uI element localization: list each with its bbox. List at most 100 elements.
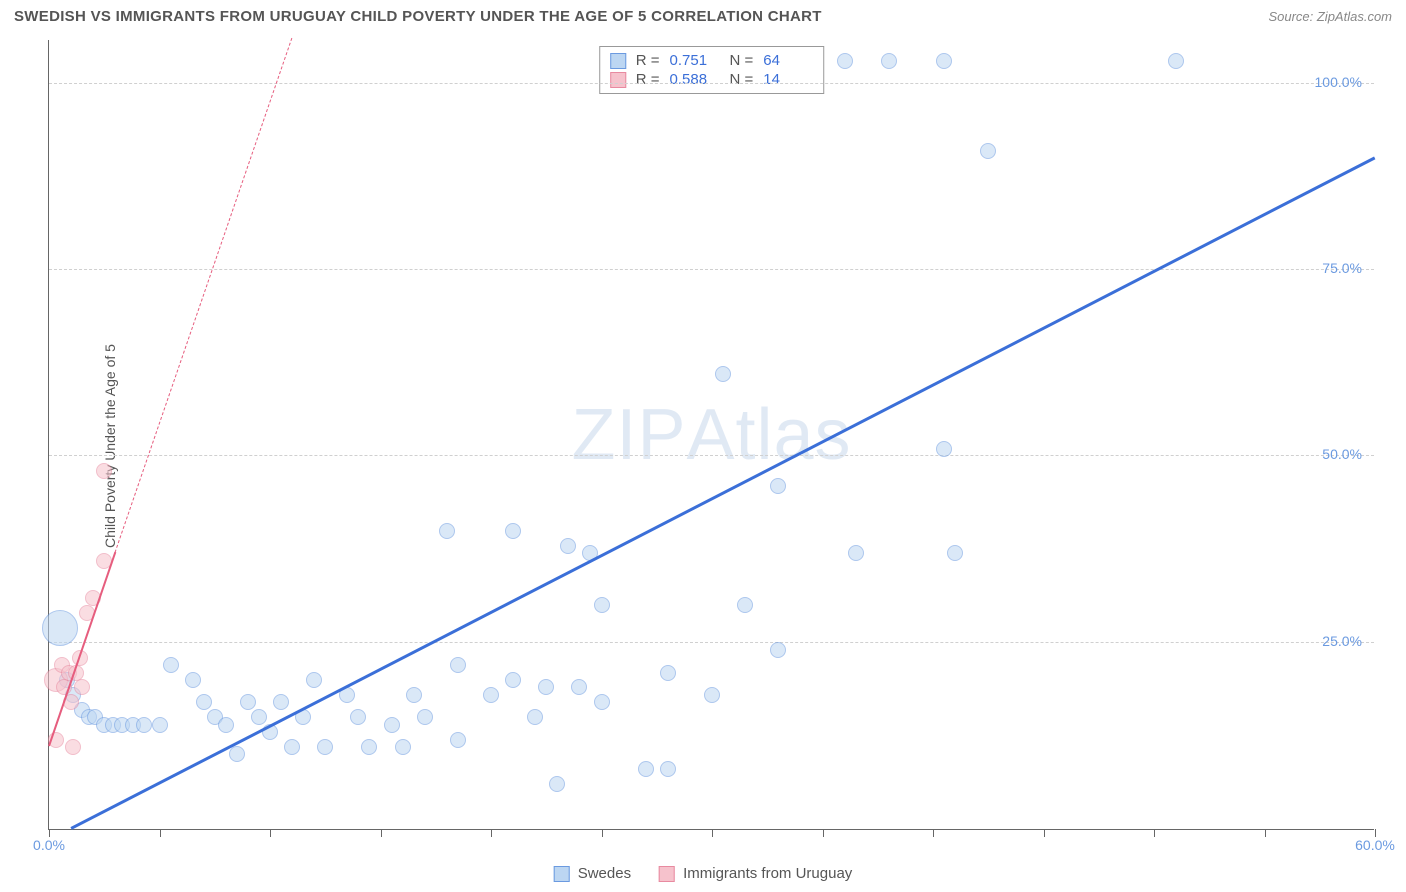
trendline-extrapolated [115, 38, 293, 553]
swedes-point [947, 545, 963, 561]
legend-label: Swedes [578, 865, 631, 882]
trendline [48, 552, 116, 746]
gridline [49, 269, 1374, 270]
swedes-point [96, 717, 112, 733]
swedes-point [306, 672, 322, 688]
x-tick [712, 829, 713, 837]
swedes-point [59, 672, 75, 688]
swedes-point [295, 709, 311, 725]
swedes-point [125, 717, 141, 733]
series-legend: Swedes Immigrants from Uruguay [554, 865, 853, 882]
swedes-point [417, 709, 433, 725]
x-tick-label: 0.0% [33, 837, 65, 853]
stat-r-value: 0.751 [670, 52, 720, 69]
legend-label: Immigrants from Uruguay [683, 865, 852, 882]
y-tick-label: 25.0% [1322, 633, 1362, 649]
stat-n-label: N = [730, 71, 754, 88]
swedes-point [229, 746, 245, 762]
legend-swatch [554, 866, 570, 882]
swedes-point [42, 610, 78, 646]
swedes-point [361, 739, 377, 755]
watermark: ZIPAtlas [571, 394, 851, 476]
swedes-point [483, 687, 499, 703]
swedes-point [660, 761, 676, 777]
legend-item: Swedes [554, 865, 631, 882]
x-tick [823, 829, 824, 837]
swedes-point [505, 523, 521, 539]
x-tick [602, 829, 603, 837]
x-tick [160, 829, 161, 837]
swedes-point [1168, 53, 1184, 69]
swedes-point [273, 694, 289, 710]
swedes-point [105, 717, 121, 733]
gridline [49, 642, 1374, 643]
legend-item: Immigrants from Uruguay [659, 865, 852, 882]
swedes-point [240, 694, 256, 710]
stat-r-label: R = [636, 52, 660, 69]
stat-n-value: 14 [763, 71, 813, 88]
x-tick [1375, 829, 1376, 837]
x-tick [270, 829, 271, 837]
swedes-point [837, 53, 853, 69]
uruguay-point [48, 732, 64, 748]
swedes-point [848, 545, 864, 561]
swedes-point [74, 702, 90, 718]
swedes-point [87, 709, 103, 725]
swedes-point [881, 53, 897, 69]
swedes-point [152, 717, 168, 733]
swedes-point [936, 53, 952, 69]
swedes-point [185, 672, 201, 688]
swedes-point [339, 687, 355, 703]
swedes-point [737, 597, 753, 613]
swedes-point [660, 665, 676, 681]
swedes-point [284, 739, 300, 755]
swedes-point [207, 709, 223, 725]
uruguay-point [54, 657, 70, 673]
swedes-point [549, 776, 565, 792]
stats-legend-box: R = 0.751 N = 64R = 0.588 N = 14 [599, 46, 825, 94]
x-tick [1044, 829, 1045, 837]
swedes-point [980, 143, 996, 159]
swedes-point [350, 709, 366, 725]
uruguay-point [74, 679, 90, 695]
uruguay-point [79, 605, 95, 621]
stat-r-label: R = [636, 71, 660, 88]
chart-title: SWEDISH VS IMMIGRANTS FROM URUGUAY CHILD… [14, 8, 822, 25]
stat-n-value: 64 [763, 52, 813, 69]
legend-swatch [610, 72, 626, 88]
uruguay-point [65, 739, 81, 755]
swedes-point [218, 717, 234, 733]
watermark-thin: Atlas [686, 395, 851, 475]
stat-r-value: 0.588 [670, 71, 720, 88]
swedes-point [196, 694, 212, 710]
swedes-point [384, 717, 400, 733]
swedes-point [81, 709, 97, 725]
uruguay-point [61, 665, 77, 681]
swedes-point [450, 732, 466, 748]
swedes-point [936, 441, 952, 457]
swedes-point [582, 545, 598, 561]
swedes-point [770, 478, 786, 494]
swedes-point [594, 694, 610, 710]
uruguay-point [44, 668, 68, 692]
swedes-point [560, 538, 576, 554]
swedes-point [571, 679, 587, 695]
y-tick-label: 100.0% [1315, 74, 1362, 90]
legend-swatch [659, 866, 675, 882]
swedes-point [114, 717, 130, 733]
gridline [49, 455, 1374, 456]
swedes-point [262, 724, 278, 740]
y-tick-label: 50.0% [1322, 446, 1362, 462]
swedes-point [538, 679, 554, 695]
stats-row: R =0.751N =64 [610, 51, 814, 70]
swedes-point [163, 657, 179, 673]
swedes-point [317, 739, 333, 755]
swedes-point [439, 523, 455, 539]
swedes-point [406, 687, 422, 703]
x-tick [381, 829, 382, 837]
stats-row: R = 0.588 N = 14 [610, 70, 814, 89]
swedes-point [704, 687, 720, 703]
swedes-point [136, 717, 152, 733]
x-tick [1154, 829, 1155, 837]
swedes-point [770, 642, 786, 658]
